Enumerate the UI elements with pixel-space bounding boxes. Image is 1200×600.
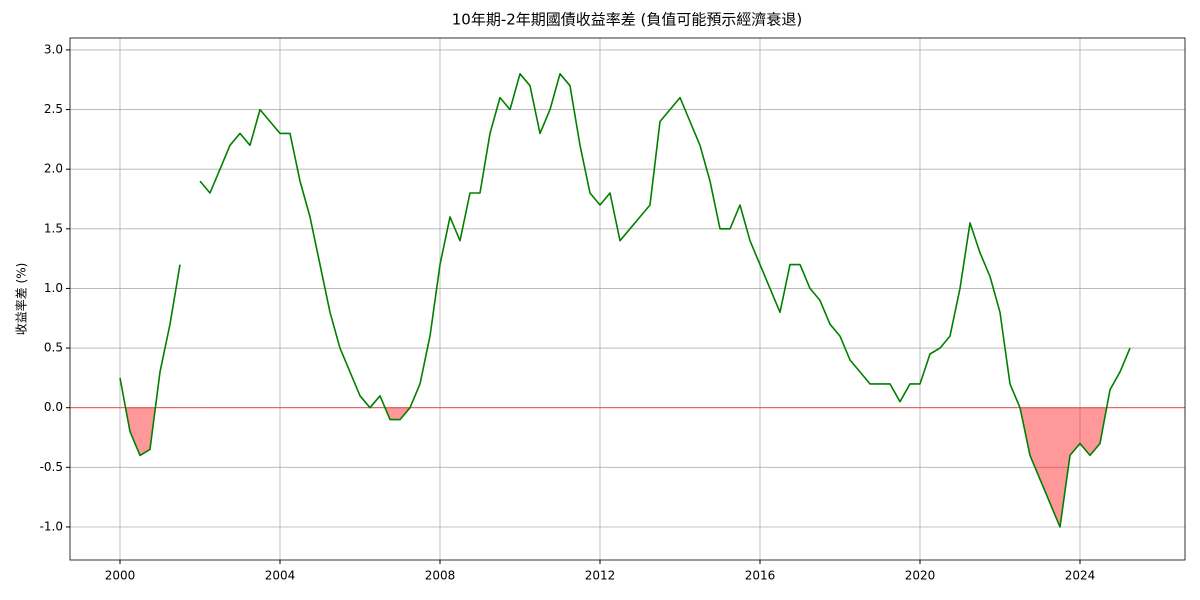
y-tick-label: 3.0 [44,42,63,56]
x-tick-label: 2016 [745,569,776,583]
negative-area [125,407,1107,527]
x-tick-label: 2008 [425,569,456,583]
series-line [119,73,1131,528]
x-tick-label: 2000 [105,569,136,583]
x-tick-label: 2024 [1065,569,1096,583]
chart-title: 10年期-2年期國債收益率差 (負值可能預示經濟衰退) [452,11,803,29]
x-tick-label: 2012 [585,569,616,583]
y-axis-label: 收益率差 (%) [14,263,29,336]
y-tick-label: 2.0 [44,162,63,176]
y-tick-label: -1.0 [40,519,63,533]
y-tick-label: 0.5 [44,341,63,355]
x-tick-label: 2020 [905,569,936,583]
y-tick-label: 0.0 [44,400,63,414]
plot-frame [69,37,1186,561]
x-tick-label: 2004 [265,569,296,583]
y-tick-label: -0.5 [40,460,63,474]
y-tick-label: 2.5 [44,102,63,116]
y-tick-label: 1.0 [44,281,63,295]
y-tick-label: 1.5 [44,221,63,235]
